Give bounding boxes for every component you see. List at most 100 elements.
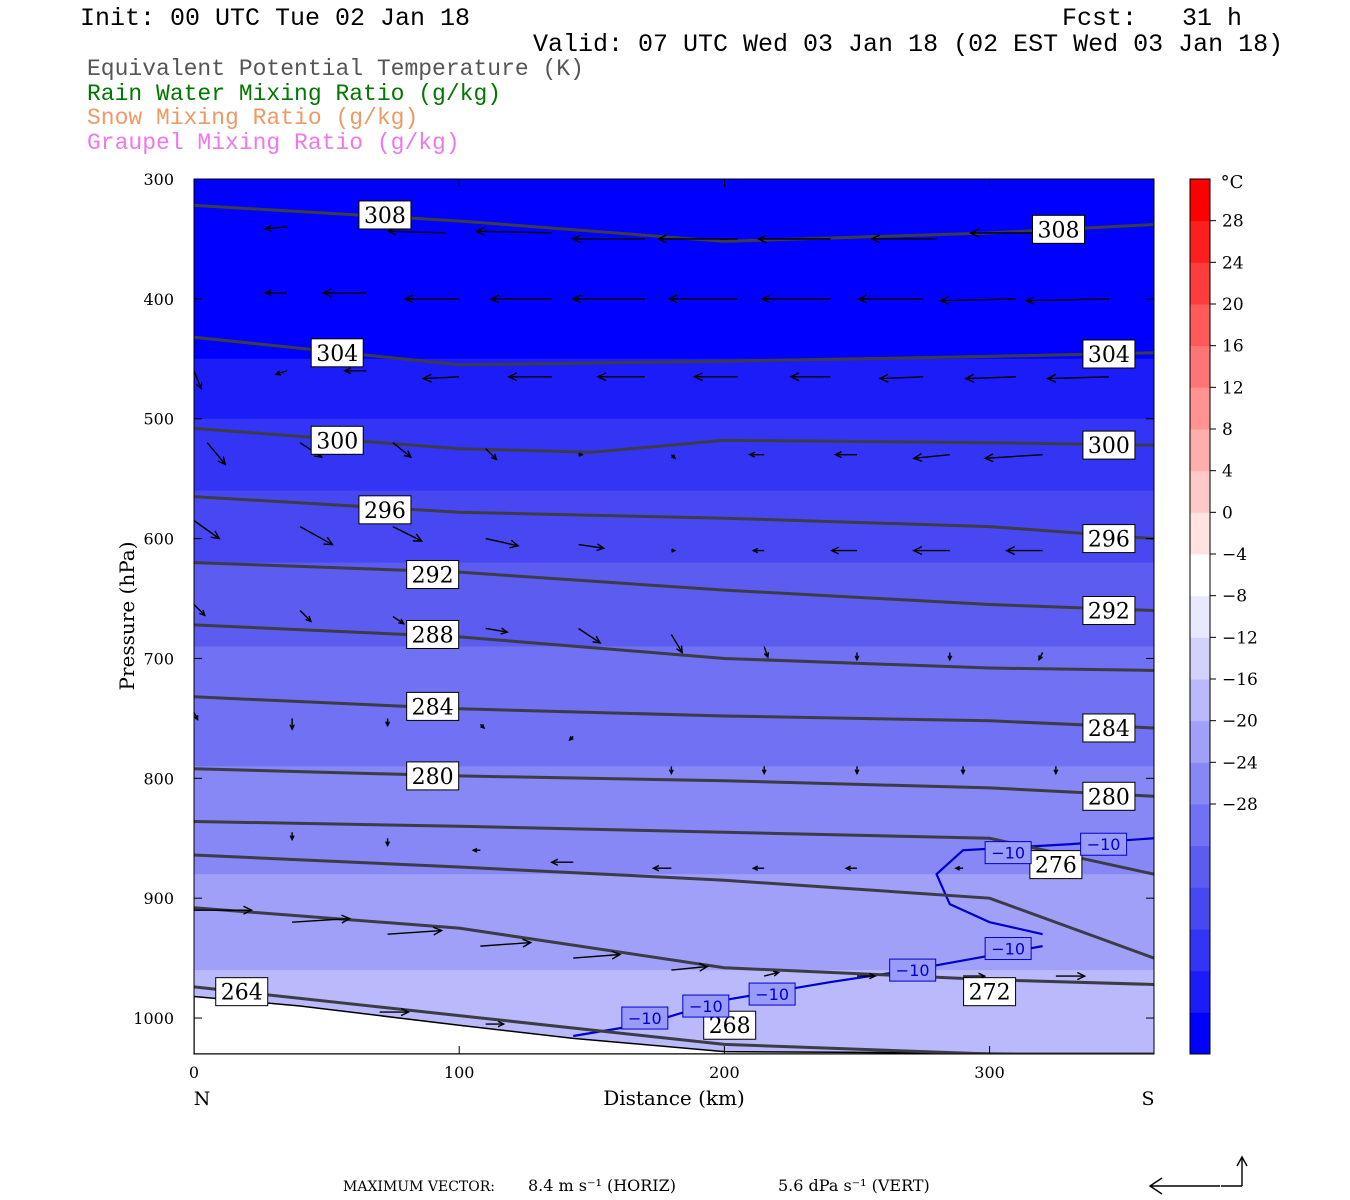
wind-vector <box>751 865 765 871</box>
wind-vector <box>289 832 295 842</box>
wind-vector-head <box>343 367 352 375</box>
wind-vector-shaft <box>299 525 333 546</box>
wind-vector <box>870 234 937 244</box>
wind-vector <box>670 634 683 654</box>
wind-vector-shaft <box>578 627 601 644</box>
colorbar-segment <box>1190 929 1210 972</box>
wind-vector <box>671 548 677 553</box>
isotherm-label-box <box>1080 832 1128 856</box>
wind-vector-head <box>263 224 272 232</box>
wind-vector <box>343 367 367 375</box>
wind-vector <box>670 454 677 460</box>
y-tick-label: 600 <box>143 530 174 549</box>
wind-vector <box>385 838 391 848</box>
isotherm-label-box <box>984 841 1032 865</box>
wind-vector-head <box>1046 373 1057 383</box>
wind-vector-head <box>1038 655 1043 662</box>
wind-vector <box>421 373 460 383</box>
wind-vector-head <box>912 452 923 463</box>
contour-label-box <box>1082 339 1136 369</box>
wind-vector-shaft <box>292 917 350 923</box>
wind-vector <box>479 723 486 730</box>
wind-vector-head <box>480 724 486 730</box>
wind-vector-head <box>751 547 759 554</box>
contour-label-box <box>1082 430 1136 460</box>
contour-label-box <box>358 200 412 230</box>
temperature-fill <box>194 179 1154 1054</box>
wind-vector <box>403 294 460 304</box>
wind-vector <box>692 372 738 382</box>
contour-label: 308 <box>1038 218 1080 243</box>
wind-vector-shaft <box>194 604 206 616</box>
wind-vector-head <box>592 635 602 644</box>
wind-vector <box>194 520 221 540</box>
wind-vector-head <box>568 736 574 742</box>
colorbar-tick-label: 4 <box>1222 462 1233 482</box>
colorbar-segment <box>1190 595 1210 638</box>
wind-vector <box>194 370 203 391</box>
contour-label: 300 <box>316 429 358 454</box>
contour-label: 300 <box>1088 434 1130 459</box>
colorbar-tick-label: 24 <box>1222 253 1244 273</box>
wind-vector-shaft <box>485 448 498 460</box>
contour-label-box <box>963 977 1017 1007</box>
contour-label: 292 <box>412 564 454 589</box>
contour-label-box <box>406 761 460 791</box>
wind-vector-shaft <box>763 646 769 658</box>
contour-label: 304 <box>1088 343 1130 368</box>
wind-vector-shaft <box>965 376 1017 380</box>
wind-vectors <box>194 224 1109 1028</box>
contour-label: 288 <box>412 623 454 648</box>
isotherm-label-box <box>682 994 730 1018</box>
plot-frame <box>193 178 1155 1055</box>
valid-time: Valid: 07 UTC Wed 03 Jan 18 (02 EST Wed … <box>533 30 1284 59</box>
wind-vector-head <box>692 372 703 382</box>
wind-vector-head <box>263 289 272 297</box>
wind-vector-head <box>199 609 206 617</box>
contour-label-box <box>1082 524 1136 554</box>
contour-label-box <box>1082 596 1136 626</box>
theta-e-contour <box>194 767 1154 798</box>
wind-vector <box>844 865 857 871</box>
wind-vector-head <box>1077 971 1087 981</box>
x-end-right: S <box>1141 1088 1154 1110</box>
wind-vector-head <box>474 226 485 236</box>
wind-vector <box>299 525 334 546</box>
wind-vector <box>263 224 287 232</box>
wind-vector-head <box>833 451 842 459</box>
wind-vector-head <box>571 294 582 304</box>
wind-vector-head <box>760 294 771 304</box>
wind-vector-head <box>403 294 414 304</box>
isotherm-label: −10 <box>689 997 723 1016</box>
wind-vector-head <box>756 234 767 244</box>
wind-vector-head <box>243 905 254 915</box>
wind-vector-head <box>938 295 949 306</box>
x-axis-label: Distance (km) <box>603 1086 745 1110</box>
colorbar-segment <box>1190 554 1210 597</box>
wind-vector-head <box>947 655 953 662</box>
wind-vector-head <box>321 288 332 298</box>
wind-vector-shaft <box>913 453 950 459</box>
wind-vector-head <box>432 926 444 936</box>
wind-vector <box>274 370 288 376</box>
wind-vector-head <box>870 234 881 244</box>
isotherm-label: −10 <box>755 985 789 1004</box>
contour-label-box <box>1029 850 1083 880</box>
wind-vector <box>194 712 199 722</box>
isotherm-label-box <box>748 982 796 1006</box>
footer-vert: 5.6 dPa s⁻¹ (VERT) <box>778 1176 930 1195</box>
colorbar-segment <box>1190 179 1210 222</box>
contour-label-box <box>1082 713 1136 743</box>
colorbar-segment <box>1190 262 1210 305</box>
isotherm-label-box <box>889 958 937 982</box>
contour-label: 292 <box>1088 600 1130 625</box>
y-tick-label: 900 <box>143 889 174 908</box>
wind-vector <box>833 451 857 459</box>
isotherm-label: −10 <box>628 1009 662 1028</box>
wind-vector-head <box>912 546 923 556</box>
contour-label: 304 <box>316 342 358 367</box>
wind-vector <box>763 646 770 659</box>
wind-vector-head <box>507 372 518 382</box>
wind-vector <box>761 766 767 776</box>
wind-vector-head <box>667 294 678 304</box>
